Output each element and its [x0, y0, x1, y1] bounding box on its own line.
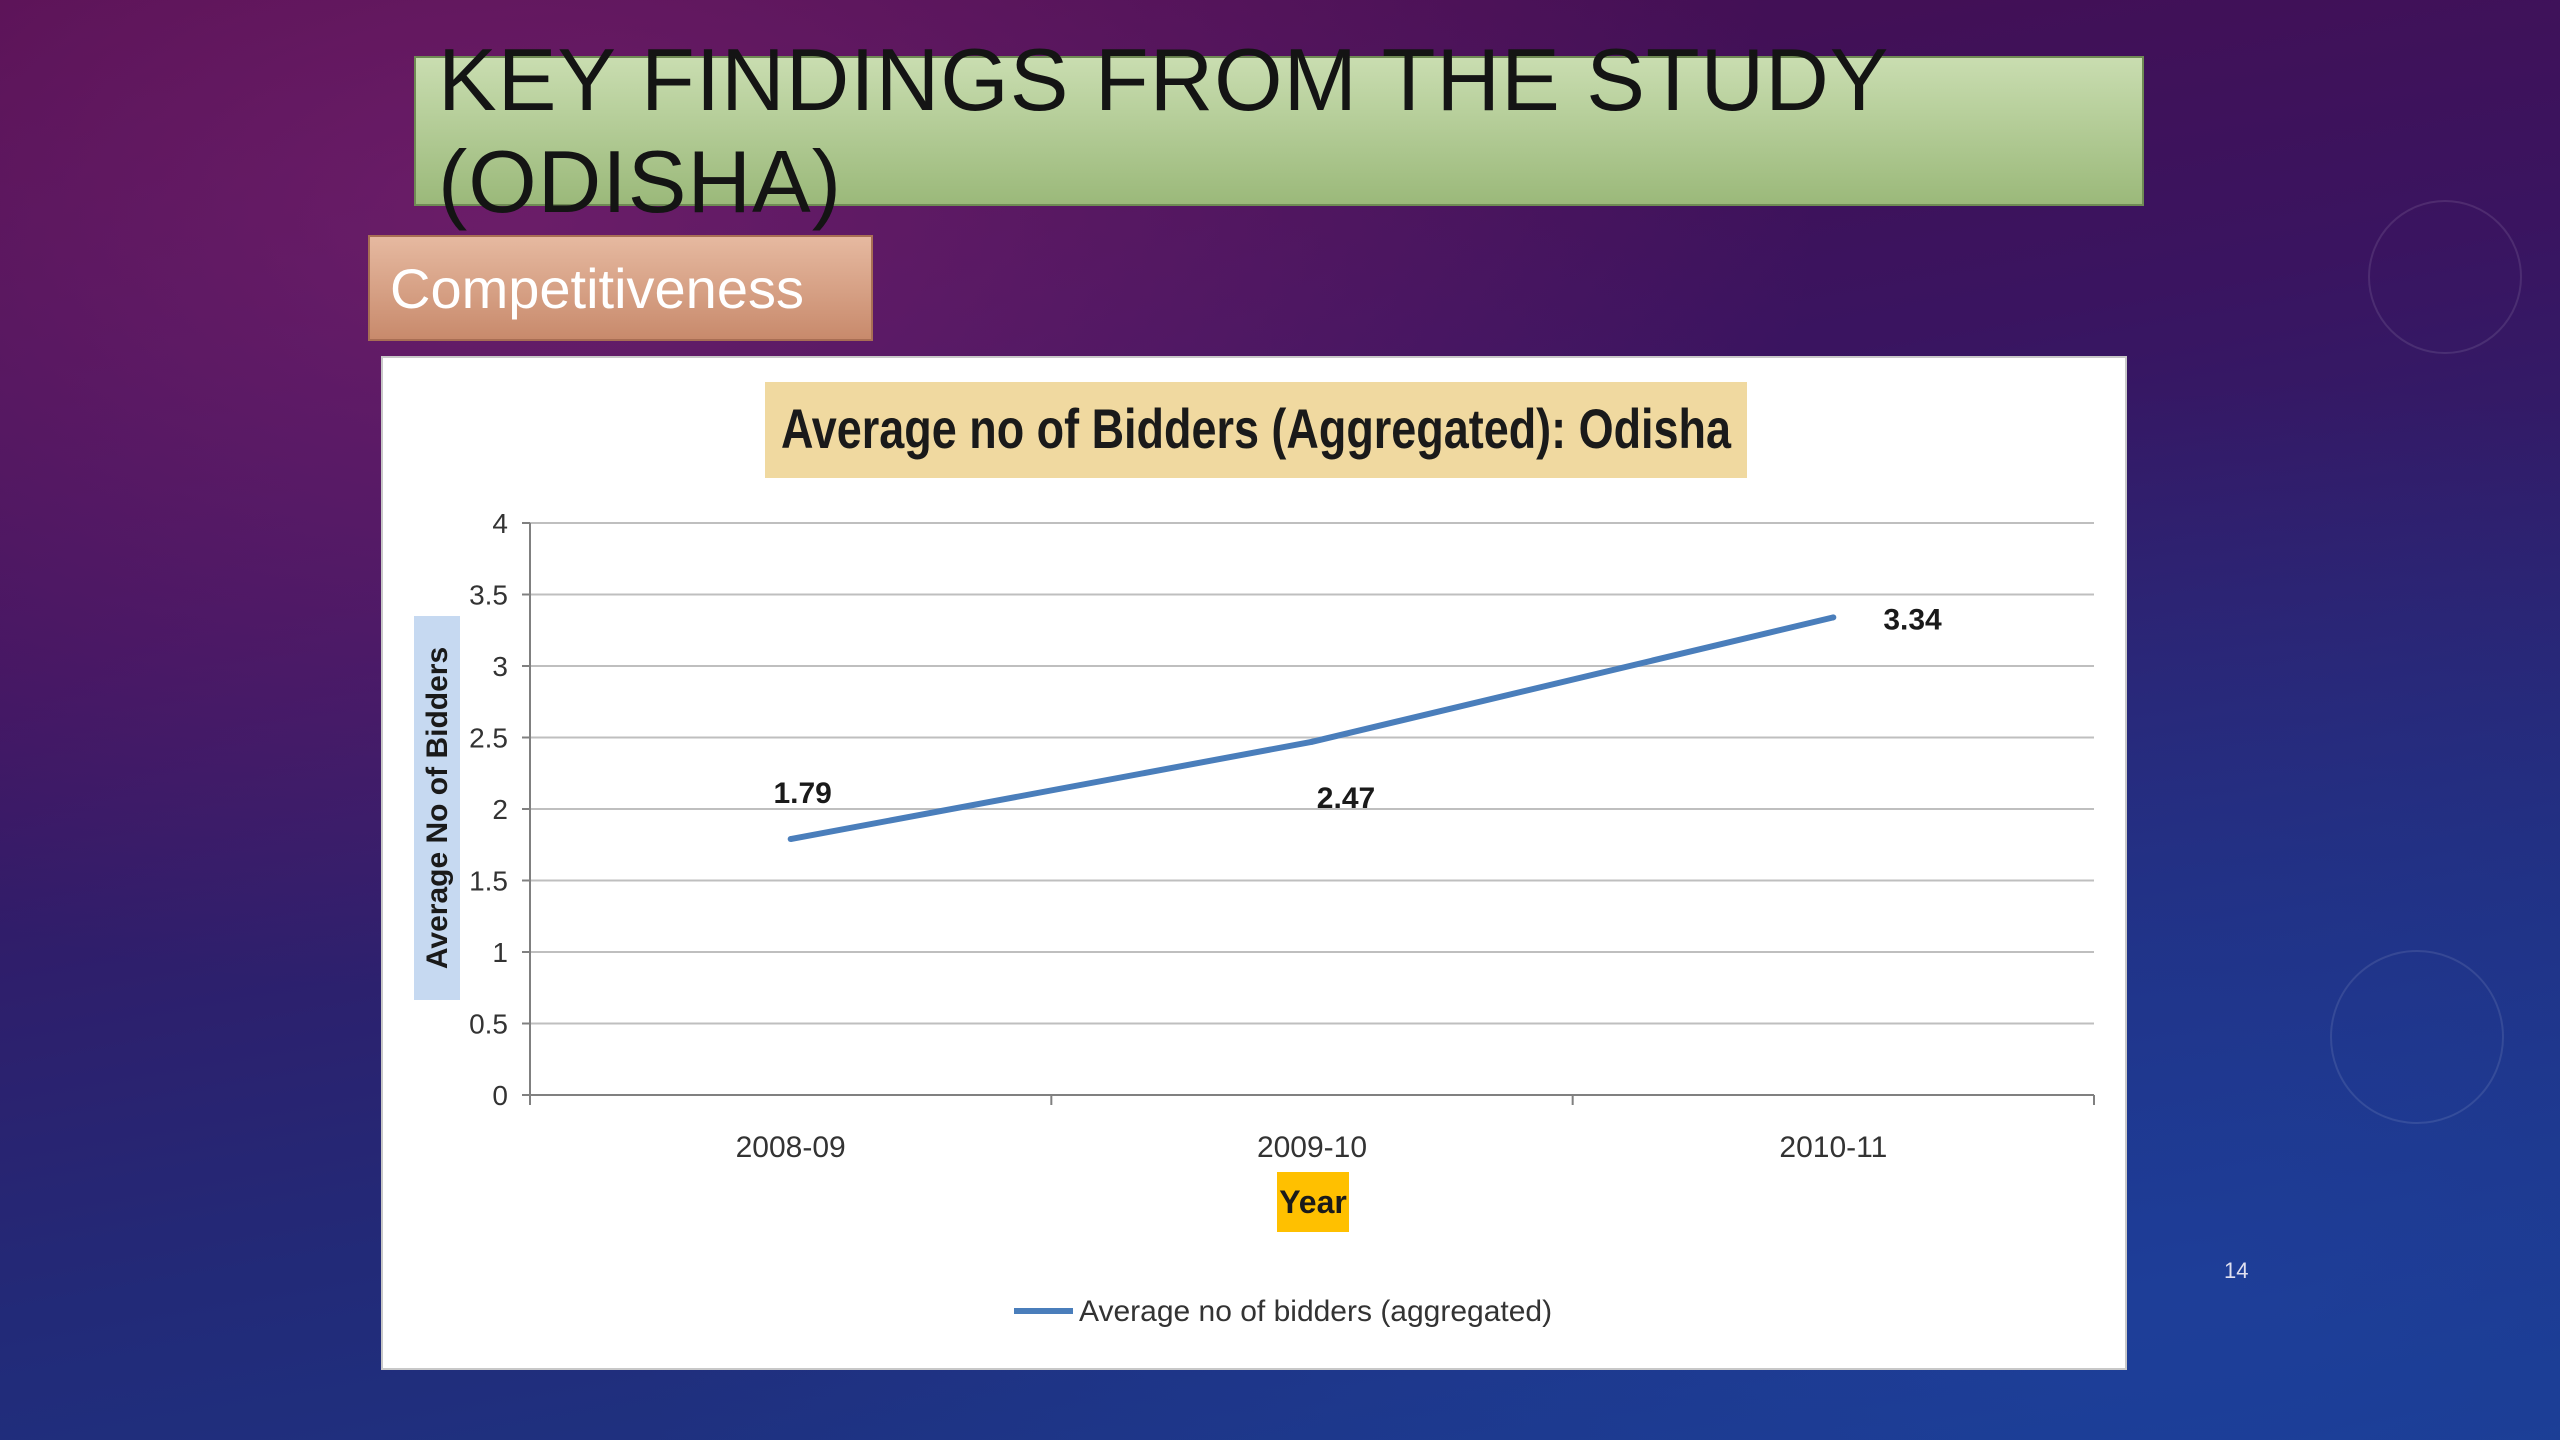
y-axis-title: Average No of Bidders [421, 647, 454, 969]
x-tick-label: 2009-10 [1257, 1131, 1367, 1164]
legend-label: Average no of bidders (aggregated) [1079, 1295, 1552, 1328]
slide-title: KEY FINDINGS FROM THE STUDY (ODISHA) [438, 30, 1888, 231]
chart-title: Average no of Bidders (Aggregated): Odis… [781, 397, 1732, 460]
line-chart: Average no of Bidders (Aggregated): Odis… [414, 382, 2095, 1328]
data-label: 1.79 [773, 777, 831, 810]
y-tick-label: 1.5 [469, 866, 508, 897]
chart-panel: Average no of Bidders (Aggregated): Odis… [381, 356, 2127, 1370]
y-tick-label: 1 [492, 937, 508, 968]
y-tick-label: 3 [492, 651, 508, 682]
y-tick-label: 3.5 [469, 580, 508, 611]
x-axis-title-background [1277, 1172, 1349, 1232]
data-point [787, 836, 794, 843]
decorative-circle [2330, 950, 2504, 1124]
y-axis-title-background [414, 616, 460, 1000]
data-label: 3.34 [1883, 603, 1942, 636]
slide-subtitle: Competitiveness [390, 256, 804, 320]
data-point [1309, 738, 1315, 745]
y-tick-label: 2 [492, 794, 508, 825]
x-tick-label: 2010-11 [1779, 1131, 1887, 1164]
y-tick-label: 4 [492, 508, 508, 539]
y-tick-label: 0.5 [469, 1009, 508, 1040]
decorative-circle [2368, 200, 2522, 354]
title-banner: KEY FINDINGS FROM THE STUDY (ODISHA) [414, 30, 2144, 231]
y-tick-label: 2.5 [469, 723, 508, 754]
x-tick-label: 2008-09 [736, 1131, 846, 1164]
page-number: 14 [2224, 1258, 2249, 1283]
chart-title-background [765, 382, 1747, 478]
data-point [1830, 614, 1837, 621]
data-label: 2.47 [1317, 782, 1375, 815]
x-axis-title: Year [1279, 1184, 1347, 1220]
subtitle-banner: Competitiveness [368, 235, 873, 341]
y-tick-label: 0 [492, 1080, 508, 1111]
series-line [790, 614, 1835, 842]
